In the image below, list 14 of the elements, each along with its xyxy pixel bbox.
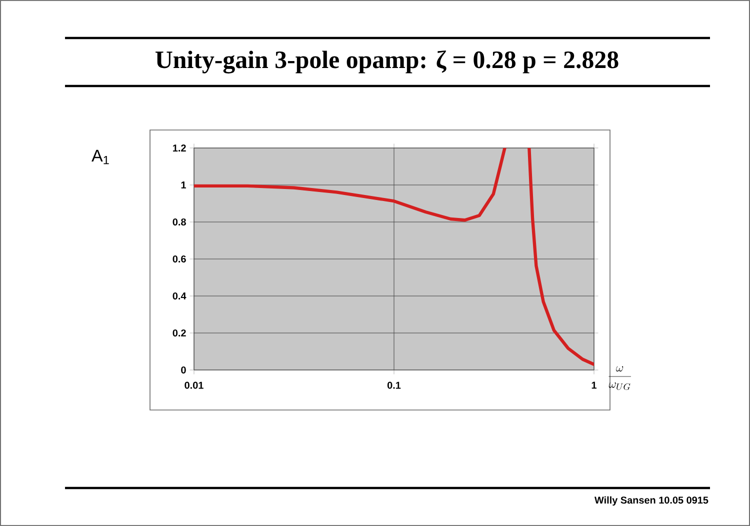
y-tick-label: 0.4 bbox=[172, 292, 186, 300]
text: Willy Sansen 10.05 0915 bbox=[594, 496, 708, 506]
x-axis-title: $\frac{\omega}{\omega_{UG}}$ bbox=[608, 366, 631, 390]
y-tick-label: 0.6 bbox=[172, 255, 186, 263]
y-tick-label: 0 bbox=[181, 366, 186, 374]
y-tick-label: 0.2 bbox=[172, 329, 186, 337]
y-axis-title: A$_{1}$ bbox=[92, 150, 109, 164]
chart-title: Unity-gain 3-pole opamp: ζ = 0.28 p = 2.828 bbox=[156, 50, 618, 74]
y-tick-label: 1 bbox=[181, 182, 186, 188]
x-tick-label: 0.1 bbox=[387, 382, 401, 389]
x-tick-label: 1 bbox=[592, 382, 596, 389]
x-tick-label: 0.01 bbox=[184, 382, 204, 389]
y-tick-label: 0.8 bbox=[172, 218, 186, 226]
y-tick-label: 1.2 bbox=[173, 144, 186, 152]
